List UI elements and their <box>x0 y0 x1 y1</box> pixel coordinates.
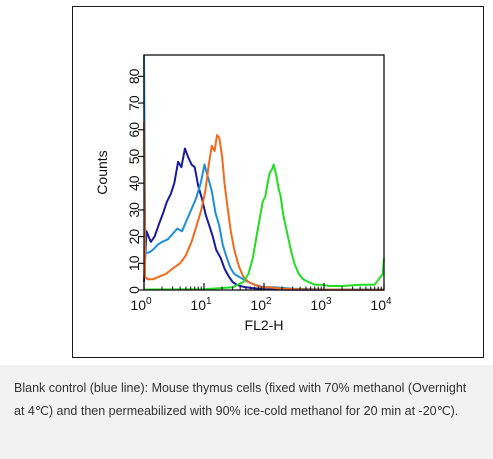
y-tick-label: 80 <box>126 68 142 84</box>
y-tick-label: 40 <box>126 175 142 191</box>
figure-frame: 100 101 102 103 104 0 10 20 30 40 50 60 70 80 FL2-H Cou… <box>72 6 484 358</box>
plot-area-box <box>143 54 385 291</box>
y-tick-label: 0 <box>126 286 142 294</box>
y-tick-label: 70 <box>126 95 142 111</box>
caption-box: Blank control (blue line): Mouse thymus … <box>0 365 493 459</box>
figure-caption: Blank control (blue line): Mouse thymus … <box>14 381 467 418</box>
y-tick-label: 50 <box>126 148 142 164</box>
x-tick-label: 102 <box>250 296 272 313</box>
x-tick-label: 101 <box>190 296 212 313</box>
x-tick-label: 103 <box>310 296 332 313</box>
series-line-2 <box>143 54 384 291</box>
series-line-3 <box>143 121 384 291</box>
y-tick-label: 10 <box>126 255 142 271</box>
y-tick-label: 60 <box>126 122 142 138</box>
y-tick-label: 30 <box>126 202 142 218</box>
x-axis-label: FL2-H <box>245 317 284 333</box>
histogram-chart: 100 101 102 103 104 0 10 20 30 40 50 60 70 80 FL2-H Cou… <box>94 54 392 333</box>
x-tick-label: 100 <box>130 296 152 313</box>
y-axis-label: Counts <box>94 150 110 194</box>
x-tick-label: 104 <box>370 296 392 313</box>
series-line-1 <box>143 147 384 291</box>
y-tick-label: 20 <box>126 229 142 245</box>
series-line-4 <box>143 163 385 291</box>
